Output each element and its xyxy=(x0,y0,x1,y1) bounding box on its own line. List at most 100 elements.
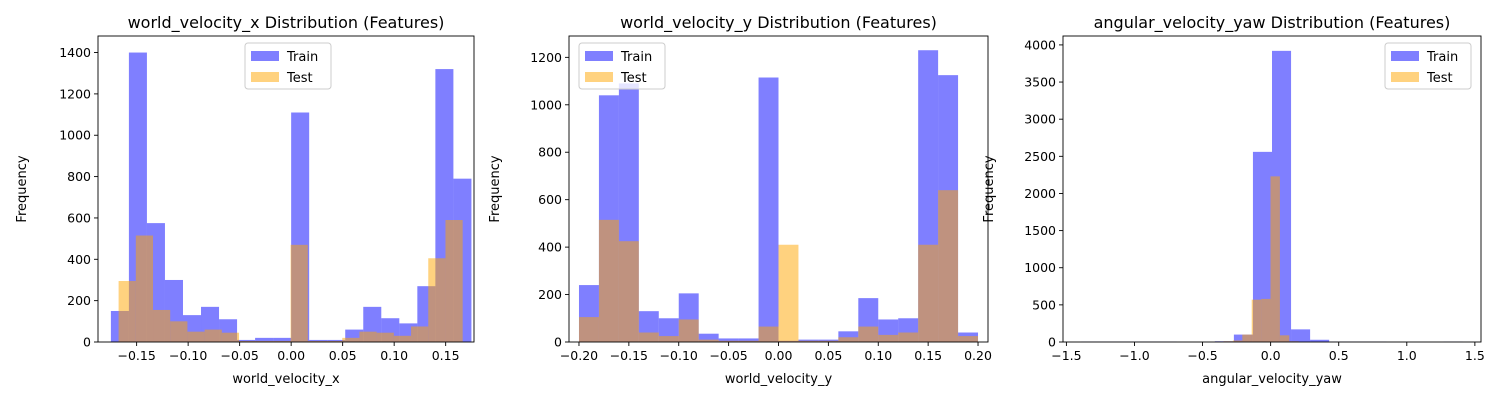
x-tick-label: −0.05 xyxy=(220,348,258,363)
x-tick-label: 0.5 xyxy=(1329,348,1349,363)
y-tick-label: 0 xyxy=(554,335,562,350)
legend-label-test: Test xyxy=(286,71,313,86)
legend-label-train: Train xyxy=(1426,50,1458,65)
histogram-bar xyxy=(818,340,839,342)
x-axis-label: world_velocity_y xyxy=(725,372,833,387)
histogram-bar xyxy=(618,241,639,342)
histogram-bar xyxy=(255,337,274,342)
axes-frame xyxy=(1062,35,1482,343)
legend-label-train: Train xyxy=(620,50,652,65)
histogram-bar xyxy=(1252,151,1272,342)
histogram-bar xyxy=(256,340,274,342)
x-tick-label: −0.05 xyxy=(709,348,747,363)
histogram-bar xyxy=(307,340,326,342)
histogram-bar xyxy=(778,244,799,342)
histogram-bar xyxy=(1279,335,1290,342)
x-tick-label: 0.15 xyxy=(914,348,942,363)
histogram-bar xyxy=(237,339,256,342)
chart-panel-2: −0.20 −0.15 −0.10 −0.05 0.00 0.05 0.10 0.15 0.20… xyxy=(488,13,992,387)
x-tick-label: 0.05 xyxy=(814,348,842,363)
histogram-bar xyxy=(958,336,979,342)
histogram-bar xyxy=(273,337,292,342)
y-tick-label: 600 xyxy=(538,192,562,207)
histogram-bar xyxy=(273,340,291,342)
legend-swatch-train xyxy=(585,51,613,61)
x-tick-label: −0.5 xyxy=(1187,348,1217,363)
histogram-bar xyxy=(758,326,779,342)
histogram-bar xyxy=(918,244,939,342)
y-tick-label: 600 xyxy=(67,210,91,225)
histogram-bar xyxy=(858,326,879,342)
x-tick-label: 0.10 xyxy=(380,348,408,363)
chart-title: world_velocity_x Distribution (Features) xyxy=(128,13,445,33)
histogram-bar xyxy=(638,332,659,342)
legend: Train Test xyxy=(1384,42,1472,90)
histogram-bar xyxy=(118,281,136,342)
histogram-bar xyxy=(698,333,719,342)
x-tick-label: −0.10 xyxy=(660,348,698,363)
x-tick-label: 0.15 xyxy=(432,348,460,363)
y-tick-label: 1400 xyxy=(59,45,91,60)
y-tick-label: 1000 xyxy=(530,97,562,112)
y-tick-label: 1500 xyxy=(1024,223,1056,238)
y-tick-label: 3000 xyxy=(1024,112,1056,127)
y-tick-label: 1000 xyxy=(59,128,91,143)
histogram-bar xyxy=(698,339,719,342)
y-tick-label: 1200 xyxy=(59,86,91,101)
x-tick-label: −0.15 xyxy=(117,348,155,363)
histogram-bar xyxy=(153,309,171,342)
chart-panel-3: −1.5 −1.0 −0.5 0.0 0.5 1.0 1.5 0 500 1000 1500 2000… xyxy=(982,13,1485,387)
y-axis-label: Frequency xyxy=(488,155,503,222)
histogram-bar xyxy=(718,338,739,342)
y-tick-label: 4000 xyxy=(1024,37,1056,52)
histogram-bar xyxy=(878,334,899,342)
histogram-bar xyxy=(376,332,394,342)
histogram-bar xyxy=(1251,299,1262,342)
x-tick-label: 0.00 xyxy=(765,348,793,363)
y-tick-label: 400 xyxy=(67,252,91,267)
histogram-bar xyxy=(445,220,463,342)
y-tick-label: 1000 xyxy=(1024,260,1056,275)
x-axis-label: angular_velocity_yaw xyxy=(1202,372,1342,387)
legend-label-train: Train xyxy=(286,50,318,65)
x-tick-label: −0.15 xyxy=(610,348,648,363)
histogram-bar xyxy=(718,340,739,342)
y-tick-label: 2500 xyxy=(1024,149,1056,164)
x-axis-label: world_velocity_x xyxy=(232,372,340,387)
y-tick-label: 800 xyxy=(67,169,91,184)
histogram-bar xyxy=(239,340,257,342)
y-tick-label: 400 xyxy=(538,240,562,255)
histogram-bar xyxy=(898,332,919,342)
histogram-bar xyxy=(428,258,446,342)
histogram-bar xyxy=(838,337,859,342)
histogram-bar xyxy=(359,331,377,342)
histogram-bar xyxy=(1261,298,1271,342)
histogram-bar xyxy=(738,338,759,342)
x-tick-label: −0.10 xyxy=(169,348,207,363)
histogram-bar xyxy=(327,339,346,342)
histogram-bar xyxy=(187,331,205,342)
histogram-bar xyxy=(1232,340,1243,342)
histogram-bar xyxy=(938,190,959,342)
histogram-bar xyxy=(838,331,859,342)
x-tick-label: −0.20 xyxy=(560,348,598,363)
histogram-bar xyxy=(290,244,308,342)
histogram-bar xyxy=(393,335,412,342)
histogram-bar xyxy=(309,339,328,342)
chart-title: world_velocity_y Distribution (Features) xyxy=(620,13,937,33)
legend: Train Test xyxy=(244,42,332,90)
histogram-bar xyxy=(758,77,779,342)
y-tick-label: 3500 xyxy=(1024,75,1056,90)
histogram-bar xyxy=(221,332,240,342)
histogram-bar xyxy=(738,340,759,342)
chart-title: angular_velocity_yaw Distribution (Featu… xyxy=(1094,13,1451,33)
legend-swatch-train xyxy=(1391,51,1419,61)
series-test xyxy=(578,190,979,342)
histogram-bar xyxy=(170,321,188,342)
legend-swatch-train xyxy=(251,51,279,61)
x-tick-label: −1.5 xyxy=(1051,348,1081,363)
histogram-bar xyxy=(598,219,619,342)
y-axis-label: Frequency xyxy=(15,155,30,222)
histogram-bar xyxy=(658,336,679,342)
